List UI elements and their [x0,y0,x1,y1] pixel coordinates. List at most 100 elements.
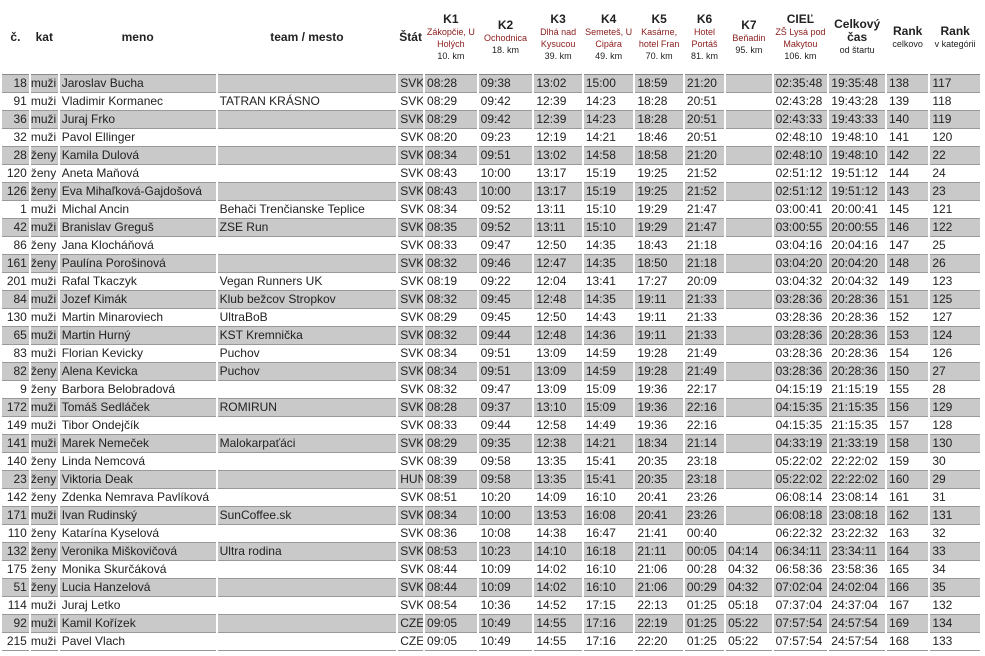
cell: SVK [398,327,424,345]
cell: Vladimir Kormanec [59,93,216,111]
cell: Alena Kevicka [59,363,216,381]
cell: Vegan Runners UK [217,273,397,291]
cell: 18:28 [635,111,683,129]
cell: 20:51 [684,129,725,147]
cell: 31 [930,489,980,507]
cell: 02:43:28 [773,93,828,111]
cell: 08:29 [425,309,477,327]
cell: 19:11 [635,309,683,327]
cell: 09:42 [478,111,533,129]
cell: Klub bežcov Stropkov [217,291,397,309]
cell: Puchov [217,363,397,381]
cell: 13:11 [534,201,582,219]
column-header: meno [59,0,216,75]
cell: 02:43:33 [773,111,828,129]
cell: 03:00:55 [773,219,828,237]
cell: 06:22:32 [773,525,828,543]
cell [217,597,397,615]
cell: Aneta Maňová [59,165,216,183]
cell: 144 [887,165,929,183]
cell: 09:47 [478,381,533,399]
column-header: K1 Zákopčie, U Holých 10. km [425,0,477,75]
cell: 51 [2,579,29,597]
cell: Malokarpaťáci [217,435,397,453]
cell: 65 [2,327,29,345]
checkpoint-place: Dlhá nad Kysucou [540,26,577,49]
cell: 175 [2,561,29,579]
cell: 120 [930,129,980,147]
cell: 33 [930,543,980,561]
cell [217,129,397,147]
cell: 26 [930,255,980,273]
cell [726,345,772,363]
cell: 34 [930,561,980,579]
cell: 08:44 [425,561,477,579]
cell: 20:28:36 [829,291,886,309]
cell: Behači Trenčianske Teplice [217,201,397,219]
cell: 23 [930,183,980,201]
cell: 03:28:36 [773,345,828,363]
cell: 10:36 [478,597,533,615]
column-header: K3 Dlhá nad Kysucou 39. km [534,0,582,75]
cell: 21:33 [684,327,725,345]
cell: 13:17 [534,183,582,201]
result-row: 142 ženy Zdenka Nemrava Pavlíková SVK 08:51 1… [2,489,980,507]
column-label: Celkový čas [834,17,881,44]
checkpoint-km: 10. km [437,50,465,61]
checkpoint-place: Beňadin [732,32,766,43]
cell: 155 [887,381,929,399]
cell: 9 [2,381,29,399]
checkpoint-km: 81. km [691,50,719,61]
cell: 22:16 [684,399,725,417]
column-header: K6 Hotel Portáš 81. km [684,0,725,75]
cell: 14:59 [583,363,634,381]
cell [726,75,772,93]
cell: 17:15 [583,597,634,615]
cell: 146 [887,219,929,237]
cell: 29 [930,471,980,489]
cell: 08:34 [425,345,477,363]
cell: 20:41 [635,507,683,525]
cell: 05:18 [726,597,772,615]
cell: 08:32 [425,327,477,345]
cell: 19:29 [635,219,683,237]
cell: 09:23 [478,129,533,147]
cell: 09:58 [478,453,533,471]
cell: SVK [398,435,424,453]
cell: 21:52 [684,183,725,201]
checkpoint-km: 95. km [735,44,763,55]
cell: 124 [930,327,980,345]
cell: ženy [30,183,58,201]
cell: 00:29 [684,579,725,597]
column-label: K4 [600,11,617,26]
cell: 142 [887,147,929,165]
cell: ženy [30,561,58,579]
cell: 21:11 [635,543,683,561]
column-label: K1 [443,11,459,26]
column-label: team / mesto [270,29,344,44]
cell: 21:47 [684,201,725,219]
cell: 14:23 [583,93,634,111]
cell: 14:35 [583,237,634,255]
cell: 149 [2,417,29,435]
cell: SVK [398,219,424,237]
cell: 08:32 [425,291,477,309]
cell: 21:20 [684,75,725,93]
column-sub: od štartu [839,45,875,55]
cell: 03:28:36 [773,291,828,309]
cell: SVK [398,525,424,543]
cell: 36 [2,111,29,129]
cell: 07:57:54 [773,615,828,633]
cell: Pavel Vlach [59,633,216,651]
cell: 21:06 [635,579,683,597]
cell: 121 [930,201,980,219]
cell: 15:00 [583,75,634,93]
cell: 118 [930,93,980,111]
cell: 21:41 [635,525,683,543]
cell: 21:14 [684,435,725,453]
cell: muži [30,399,58,417]
cell: 12:19 [534,129,582,147]
result-row: 215 muži Pavel Vlach CZE 09:05 10:49 14:55 17:1… [2,633,980,651]
cell: 06:58:36 [773,561,828,579]
